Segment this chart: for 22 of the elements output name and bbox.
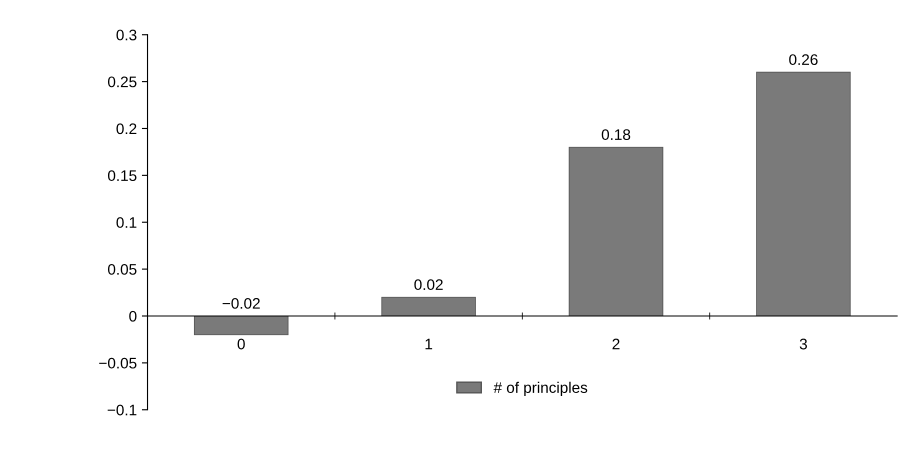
y-tick-label: −0.05 xyxy=(99,358,136,369)
y-tick-label: 0.05 xyxy=(108,264,136,275)
y-tick-label: 0.15 xyxy=(108,170,136,182)
bar xyxy=(568,146,664,316)
data-label: 0.26 xyxy=(789,54,818,66)
x-tick-label: 2 xyxy=(612,338,620,350)
y-tick-label: 0.3 xyxy=(116,30,136,40)
y-tick-label: 0.2 xyxy=(116,123,136,134)
x-tick-label: 0 xyxy=(238,338,245,350)
x-tick-label: 1 xyxy=(426,338,432,350)
x-tick-label: 3 xyxy=(800,338,807,350)
y-tick-label: 0 xyxy=(129,310,137,322)
bar xyxy=(194,316,288,336)
bar xyxy=(381,296,476,316)
data-label: 0.18 xyxy=(602,129,630,140)
y-tick-label: 0.1 xyxy=(116,217,136,228)
y-tick-label: 0.25 xyxy=(108,76,136,88)
data-label: −0.02 xyxy=(222,298,260,309)
legend-label: # of principles xyxy=(494,382,588,396)
y-tick-label: −0.1 xyxy=(108,404,136,416)
data-label: 0.02 xyxy=(414,279,443,290)
bar xyxy=(756,72,851,316)
